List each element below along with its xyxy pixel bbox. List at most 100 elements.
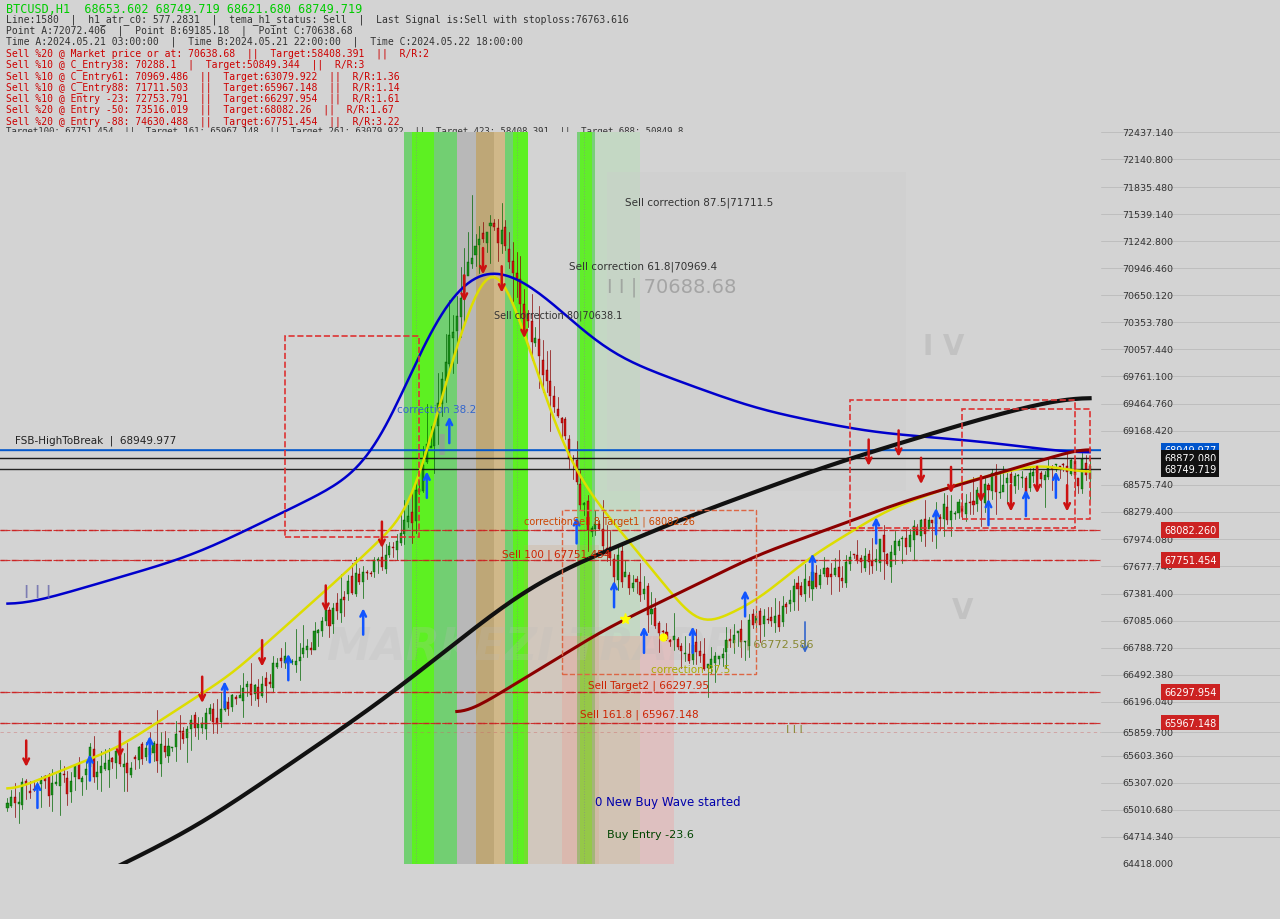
Bar [467, 263, 468, 277]
Bar [504, 228, 507, 247]
Bar [886, 554, 888, 564]
Bar [897, 541, 900, 546]
Bar [339, 599, 342, 614]
Bar [1006, 479, 1009, 483]
Text: 67381.400: 67381.400 [1123, 589, 1174, 598]
Bar [639, 583, 641, 596]
Bar [950, 512, 952, 521]
Bar [913, 526, 915, 540]
Bar [175, 734, 177, 747]
Text: Sell correction 80|70638.1: Sell correction 80|70638.1 [494, 310, 622, 321]
Text: Sell %20 @ Entry -50: 73516.019  ||  Target:68082.26  ||  R/R:1.67: Sell %20 @ Entry -50: 73516.019 || Targe… [5, 105, 393, 115]
Bar [131, 768, 132, 776]
Bar [399, 533, 402, 544]
Bar [961, 506, 964, 512]
Bar [980, 494, 982, 500]
Bar [186, 730, 188, 738]
Bar [333, 608, 334, 624]
Bar [673, 636, 675, 641]
Bar [580, 484, 581, 505]
Text: 68949.977: 68949.977 [1165, 446, 1216, 456]
Bar [1025, 478, 1027, 494]
Bar [549, 381, 552, 397]
Bar [695, 642, 698, 652]
Bar [329, 610, 330, 627]
Bar [1084, 463, 1087, 475]
Text: 70057.440: 70057.440 [1123, 346, 1174, 355]
Bar [100, 766, 102, 773]
Bar [812, 573, 814, 590]
Bar [513, 133, 527, 864]
Text: I: I [436, 433, 447, 460]
Text: I I I: I I I [24, 584, 51, 601]
Bar [392, 548, 394, 549]
Bar [396, 541, 398, 550]
Bar [710, 660, 713, 668]
Bar [617, 555, 618, 580]
Bar [1047, 469, 1050, 478]
Text: 67085.060: 67085.060 [1123, 617, 1174, 625]
Bar [621, 551, 622, 583]
Text: 70353.780: 70353.780 [1123, 319, 1174, 327]
Bar [646, 586, 649, 616]
Bar [67, 777, 68, 794]
Bar [471, 259, 472, 265]
Bar [18, 801, 19, 804]
Bar [51, 783, 54, 795]
Bar [156, 744, 159, 761]
Bar [483, 234, 484, 240]
Bar [419, 489, 420, 493]
Bar [381, 557, 383, 567]
Bar [763, 617, 765, 624]
Bar [197, 724, 200, 728]
Bar [343, 597, 346, 600]
Bar [605, 548, 608, 554]
Text: Point A:72072.406  |  Point B:69185.18  |  Point C:70638.68: Point A:72072.406 | Point B:69185.18 | P… [5, 26, 352, 36]
Bar [220, 709, 221, 722]
Bar [508, 250, 511, 263]
Bar [238, 696, 241, 698]
Text: Buy Entry -23.6: Buy Entry -23.6 [607, 829, 694, 839]
Text: 68872.080: 68872.080 [1165, 453, 1216, 463]
Bar [448, 335, 451, 364]
Bar [699, 652, 701, 656]
Bar [1014, 476, 1016, 487]
Bar [242, 688, 244, 701]
Bar [736, 631, 739, 634]
Bar [856, 555, 859, 561]
Bar [209, 709, 211, 714]
Bar [879, 539, 881, 563]
Bar [595, 133, 640, 864]
Text: 68749.719: 68749.719 [1165, 464, 1216, 474]
Bar [29, 791, 31, 793]
Text: 65967.148: 65967.148 [1165, 718, 1216, 728]
Bar [796, 584, 799, 590]
Bar [594, 525, 596, 529]
Bar [14, 798, 17, 803]
Text: correction 38.2: correction 38.2 [397, 405, 476, 415]
Text: 64418.000: 64418.000 [1123, 859, 1174, 868]
Text: Sell %10 @ Entry -23: 72753.791  ||  Target:66297.954  ||  R/R:1.61: Sell %10 @ Entry -23: 72753.791 || Targe… [5, 93, 399, 104]
Bar [287, 660, 289, 664]
Text: 66297.954: 66297.954 [1165, 687, 1216, 698]
Text: 0 New Buy Wave started: 0 New Buy Wave started [595, 795, 741, 808]
Bar [609, 547, 612, 559]
Bar [815, 573, 817, 587]
Bar [654, 607, 657, 626]
Bar [351, 576, 353, 593]
Bar [607, 173, 906, 492]
Bar [457, 133, 494, 864]
Text: 72140.800: 72140.800 [1123, 155, 1174, 165]
Bar [527, 315, 529, 322]
Bar [127, 764, 128, 774]
Bar [613, 560, 616, 577]
Text: Sell correction 61.8|70969.4: Sell correction 61.8|70969.4 [570, 261, 717, 271]
Bar [261, 685, 264, 697]
Bar [998, 493, 1001, 494]
Text: I I I: I I I [786, 724, 803, 734]
Bar [957, 503, 960, 514]
Bar [977, 491, 978, 505]
Text: Sell %20 @ Entry -88: 74630.488  ||  Target:67751.454  ||  R/R:3.22: Sell %20 @ Entry -88: 74630.488 || Targe… [5, 116, 399, 127]
Bar [733, 635, 735, 643]
Text: Sell %20 @ Market price or at: 70638.68  ||  Target:58408.391  ||  R/R:2: Sell %20 @ Market price or at: 70638.68 … [5, 48, 429, 59]
